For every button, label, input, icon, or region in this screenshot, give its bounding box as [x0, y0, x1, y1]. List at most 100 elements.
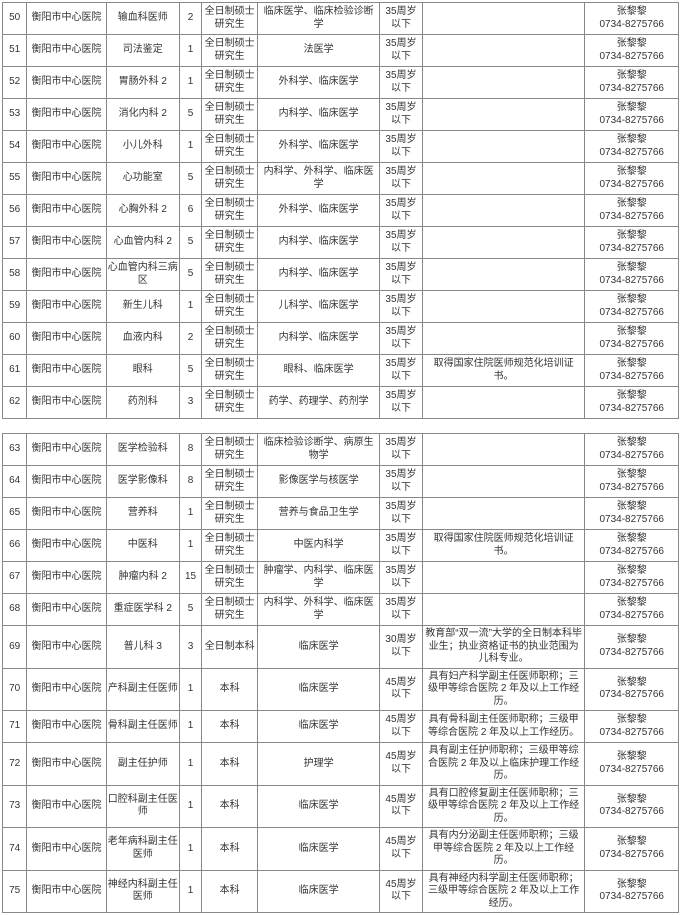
cell-num: 68 — [3, 594, 27, 626]
cell-edu: 全日制硕士研究生 — [202, 355, 258, 387]
cell-edu: 全日制硕士研究生 — [202, 291, 258, 323]
table-row: 52衡阳市中心医院胃肠外科 21全日制硕士研究生外科学、临床医学35周岁以下张黎… — [3, 67, 679, 99]
cell-hospital: 衡阳市中心医院 — [27, 387, 106, 419]
cell-major: 护理学 — [258, 743, 380, 786]
cell-age: 45周岁以下 — [380, 870, 423, 913]
cell-dept: 普儿科 3 — [106, 626, 179, 669]
cell-hospital: 衡阳市中心医院 — [27, 323, 106, 355]
contact-phone: 0734-8275766 — [599, 689, 664, 700]
contact-name: 张黎黎 — [617, 501, 647, 512]
cell-major: 中医内科学 — [258, 530, 380, 562]
cell-count: 2 — [179, 323, 201, 355]
cell-dept: 司法鉴定 — [106, 35, 179, 67]
cell-major: 外科学、临床医学 — [258, 195, 380, 227]
cell-req — [422, 498, 585, 530]
cell-contact: 张黎黎0734-8275766 — [585, 466, 679, 498]
cell-num: 64 — [3, 466, 27, 498]
cell-num: 70 — [3, 668, 27, 711]
cell-req — [422, 323, 585, 355]
cell-count: 2 — [179, 3, 201, 35]
contact-phone: 0734-8275766 — [599, 727, 664, 738]
cell-num: 71 — [3, 711, 27, 743]
contact-name: 张黎黎 — [617, 565, 647, 576]
cell-dept: 小儿外科 — [106, 131, 179, 163]
cell-dept: 中医科 — [106, 530, 179, 562]
cell-count: 1 — [179, 711, 201, 743]
cell-edu: 全日制硕士研究生 — [202, 387, 258, 419]
cell-num: 52 — [3, 67, 27, 99]
contact-name: 张黎黎 — [617, 294, 647, 305]
cell-age: 35周岁以下 — [380, 35, 423, 67]
cell-dept: 心血管内科三病区 — [106, 259, 179, 291]
cell-contact: 张黎黎0734-8275766 — [585, 195, 679, 227]
cell-edu: 全日制硕士研究生 — [202, 3, 258, 35]
cell-major: 临床医学 — [258, 870, 380, 913]
contact-name: 张黎黎 — [617, 358, 647, 369]
cell-age: 35周岁以下 — [380, 291, 423, 323]
contact-name: 张黎黎 — [617, 262, 647, 273]
contact-phone: 0734-8275766 — [599, 83, 664, 94]
cell-num: 55 — [3, 163, 27, 195]
cell-major: 内科学、外科学、临床医学 — [258, 594, 380, 626]
contact-phone: 0734-8275766 — [599, 371, 664, 382]
cell-contact: 张黎黎0734-8275766 — [585, 259, 679, 291]
table-row: 61衡阳市中心医院眼科5全日制硕士研究生眼科、临床医学35周岁以下取得国家住院医… — [3, 355, 679, 387]
cell-age: 35周岁以下 — [380, 99, 423, 131]
cell-num: 58 — [3, 259, 27, 291]
cell-count: 1 — [179, 35, 201, 67]
cell-edu: 全日制硕士研究生 — [202, 259, 258, 291]
cell-edu: 本科 — [202, 870, 258, 913]
recruitment-table-a: 50衡阳市中心医院输血科医师2全日制硕士研究生临床医学、临床检验诊断学35周岁以… — [2, 2, 679, 419]
cell-req — [422, 3, 585, 35]
contact-name: 张黎黎 — [617, 38, 647, 49]
cell-contact: 张黎黎0734-8275766 — [585, 668, 679, 711]
cell-edu: 本科 — [202, 743, 258, 786]
cell-count: 1 — [179, 785, 201, 828]
table-row: 70衡阳市中心医院产科副主任医师1本科临床医学45周岁以下具有妇产科学副主任医师… — [3, 668, 679, 711]
cell-hospital: 衡阳市中心医院 — [27, 785, 106, 828]
cell-num: 60 — [3, 323, 27, 355]
cell-contact: 张黎黎0734-8275766 — [585, 99, 679, 131]
cell-major: 内科学、临床医学 — [258, 323, 380, 355]
cell-major: 外科学、临床医学 — [258, 67, 380, 99]
table-row: 74衡阳市中心医院老年病科副主任医师1本科临床医学45周岁以下具有内分泌副主任医… — [3, 828, 679, 871]
contact-phone: 0734-8275766 — [599, 51, 664, 62]
cell-major: 内科学、临床医学 — [258, 99, 380, 131]
cell-edu: 本科 — [202, 711, 258, 743]
table-row: 50衡阳市中心医院输血科医师2全日制硕士研究生临床医学、临床检验诊断学35周岁以… — [3, 3, 679, 35]
cell-count: 1 — [179, 530, 201, 562]
cell-hospital: 衡阳市中心医院 — [27, 466, 106, 498]
cell-hospital: 衡阳市中心医院 — [27, 227, 106, 259]
table-row: 58衡阳市中心医院心血管内科三病区5全日制硕士研究生内科学、临床医学35周岁以下… — [3, 259, 679, 291]
cell-req: 取得国家住院医师规范化培训证书。 — [422, 530, 585, 562]
cell-hospital: 衡阳市中心医院 — [27, 355, 106, 387]
cell-dept: 产科副主任医师 — [106, 668, 179, 711]
cell-contact: 张黎黎0734-8275766 — [585, 291, 679, 323]
cell-major: 眼科、临床医学 — [258, 355, 380, 387]
contact-name: 张黎黎 — [617, 230, 647, 241]
cell-age: 35周岁以下 — [380, 3, 423, 35]
cell-req — [422, 291, 585, 323]
cell-req — [422, 35, 585, 67]
cell-req: 具有内分泌副主任医师职称；三级甲等综合医院 2 年及以上工作经历。 — [422, 828, 585, 871]
cell-req — [422, 434, 585, 466]
table-row: 62衡阳市中心医院药剂科3全日制硕士研究生药学、药理学、药剂学35周岁以下张黎黎… — [3, 387, 679, 419]
contact-phone: 0734-8275766 — [599, 806, 664, 817]
cell-age: 35周岁以下 — [380, 323, 423, 355]
cell-contact: 张黎黎0734-8275766 — [585, 626, 679, 669]
cell-major: 临床医学 — [258, 711, 380, 743]
contact-name: 张黎黎 — [617, 102, 647, 113]
cell-req — [422, 131, 585, 163]
cell-num: 66 — [3, 530, 27, 562]
cell-dept: 重症医学科 2 — [106, 594, 179, 626]
cell-count: 3 — [179, 626, 201, 669]
table-row: 67衡阳市中心医院肿瘤内科 215全日制硕士研究生肿瘤学、内科学、临床医学35周… — [3, 562, 679, 594]
cell-age: 35周岁以下 — [380, 259, 423, 291]
contact-name: 张黎黎 — [617, 198, 647, 209]
table-row: 64衡阳市中心医院医学影像科8全日制硕士研究生影像医学与核医学35周岁以下张黎黎… — [3, 466, 679, 498]
contact-name: 张黎黎 — [617, 751, 647, 762]
cell-hospital: 衡阳市中心医院 — [27, 743, 106, 786]
cell-contact: 张黎黎0734-8275766 — [585, 387, 679, 419]
cell-count: 3 — [179, 387, 201, 419]
cell-hospital: 衡阳市中心医院 — [27, 626, 106, 669]
